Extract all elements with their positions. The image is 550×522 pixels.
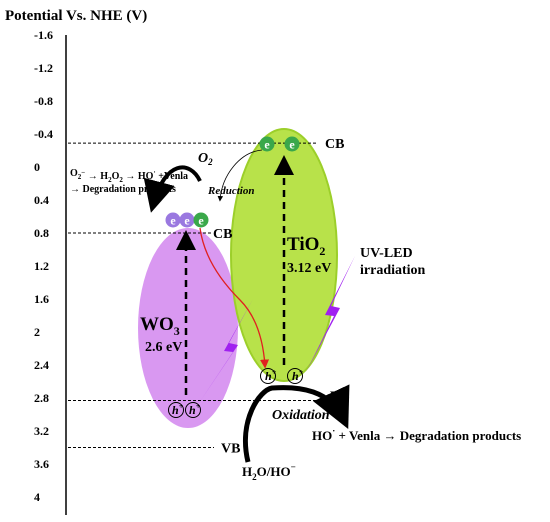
tio2-cb-electrons: e e	[259, 136, 300, 152]
wo3-cb-label: CB	[213, 227, 232, 242]
electron-circle	[165, 212, 181, 228]
tio2-vb-holes: h+ h+	[260, 368, 304, 384]
axis-tick-label: -1.2	[34, 61, 53, 75]
oxidation-product: HO· + Venla → Degradation products	[312, 426, 521, 443]
tio2-uv-bolt-icon	[306, 256, 355, 372]
axis-tick-label: 2.4	[34, 358, 49, 372]
o2-reactant: O2	[198, 151, 213, 167]
hole-circle	[260, 368, 276, 384]
irradiation-label-line1: UV-LED	[360, 246, 413, 261]
oxidation-label: Oxidation	[272, 408, 330, 423]
hole-symbol: h+	[265, 368, 277, 383]
wo3-vb-holes: h+ h+	[168, 402, 201, 418]
axis-tick-label: -0.8	[34, 94, 53, 108]
wo3-uv-bolt-icon	[201, 299, 253, 400]
hole-circle	[287, 368, 303, 384]
axis-tick-label: 1.2	[34, 259, 49, 273]
oxidation-arrow	[243, 384, 350, 463]
reduction-arrow	[143, 165, 202, 213]
oxidation-reactant: H2O/HO−	[242, 462, 296, 482]
wo3-ellipse	[138, 228, 238, 428]
axis-tick-label: 0.4	[34, 193, 49, 207]
irradiation-label-line2: irradiation	[360, 263, 426, 278]
electron-circle	[284, 136, 300, 152]
charge-transfer-arrow	[199, 227, 270, 369]
electron-symbol: e	[184, 214, 190, 228]
tio2-ellipse-outline	[230, 128, 338, 382]
wo3-band-gap: 2.6 eV	[145, 340, 182, 355]
axis-tick-label: -1.6	[34, 28, 53, 42]
axis-tick-label: 0	[34, 160, 40, 174]
electron-symbol: e	[170, 214, 176, 228]
reduction-label: Reduction	[207, 185, 254, 197]
wo3-cb-electrons: e e e	[165, 212, 209, 228]
tio2-cb-label: CB	[325, 137, 344, 152]
electron-symbol: e	[264, 138, 270, 152]
axis-title: Potential Vs. NHE (V)	[5, 8, 147, 24]
hole-symbol: h+	[172, 402, 184, 417]
electron-circle	[259, 136, 275, 152]
electron-symbol: e	[289, 138, 295, 152]
axis-tick-label: 2.8	[34, 391, 49, 405]
hole-symbol: h+	[189, 402, 201, 417]
axis-tick-label: 2	[34, 325, 40, 339]
reduction-equation-line2: → Degradation products	[70, 184, 176, 195]
hole-circle	[168, 402, 184, 418]
axis-tick-label: -0.4	[34, 127, 53, 141]
reduction-equation-line1: O2− → H2O2 → HO· +Venla	[70, 168, 188, 184]
hole-symbol: h+	[292, 368, 304, 383]
electron-circle	[179, 212, 195, 228]
wo3-formula: WO3	[140, 314, 180, 338]
axis-tick-labels: -1.6 -1.2 -0.8 -0.4 0 0.4 0.8 1.2 1.6 2 2.4 2.8 3.2 3…	[34, 28, 53, 504]
tio2-formula: TiO2	[287, 234, 325, 258]
axis-tick-label: 3.6	[34, 457, 49, 471]
axis-tick-label: 4	[34, 490, 40, 504]
axis-tick-label: 1.6	[34, 292, 49, 306]
electron-to-o2-arrow	[217, 149, 263, 202]
electron-symbol: e	[198, 214, 204, 228]
axis-tick-label: 3.2	[34, 424, 49, 438]
electron-circle	[193, 212, 209, 228]
axis-tick-label: 0.8	[34, 226, 49, 240]
tio2-band-gap: 3.12 eV	[287, 261, 331, 276]
wo3-vb-label: VB	[221, 442, 240, 457]
hole-circle	[185, 402, 201, 418]
